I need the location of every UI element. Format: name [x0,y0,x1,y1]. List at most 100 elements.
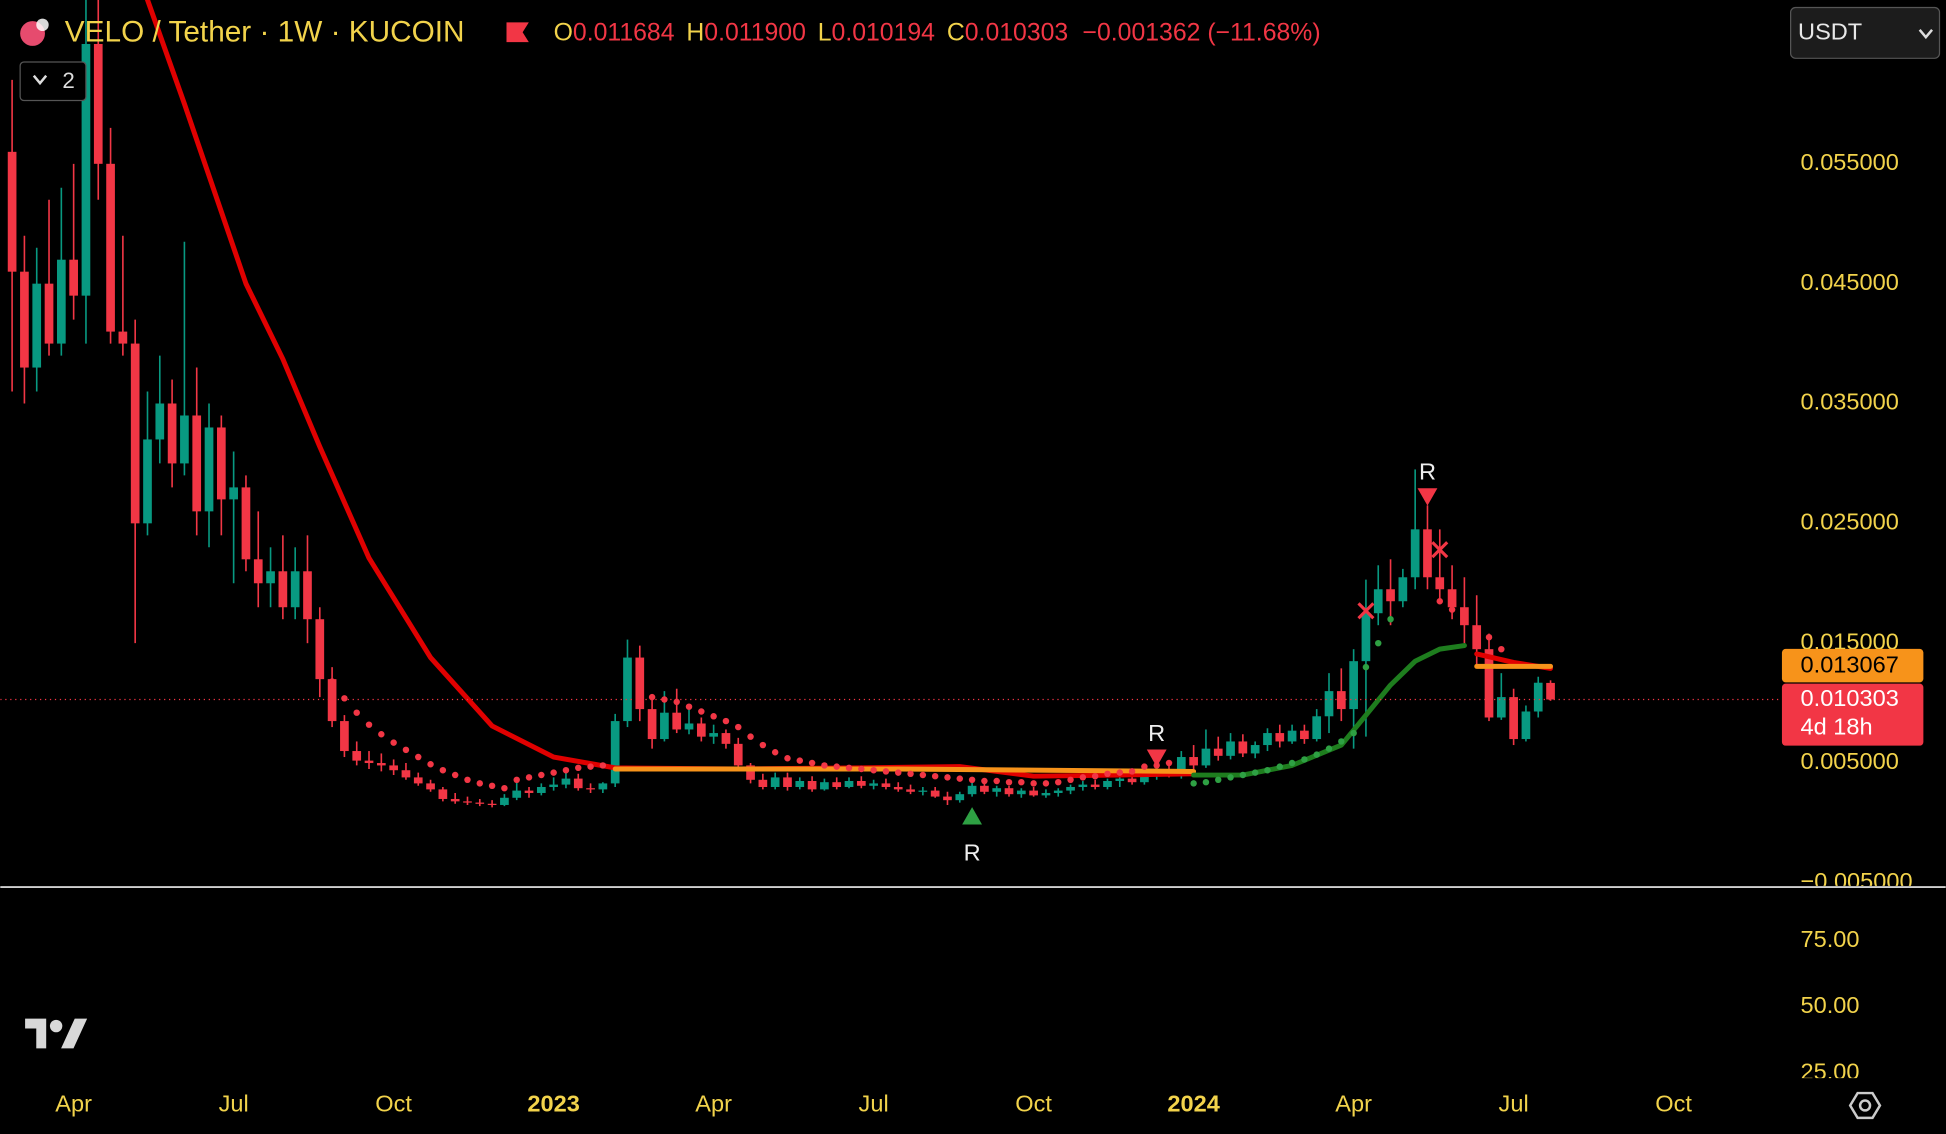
x-tick-label: Jul [219,1091,249,1117]
sar-dot [1301,756,1308,763]
candle-body [1484,649,1494,718]
candle-body [500,797,509,805]
tv-logo-dot [49,1019,63,1033]
sar-dot [538,771,545,779]
sar-dot [1264,766,1271,774]
indicators-toggle[interactable] [19,61,87,102]
sar-dot [365,721,373,728]
x-tick-label: 2023 [527,1091,579,1117]
candle-body [1386,589,1395,602]
candle-body [1361,613,1371,662]
currency-select[interactable] [1790,6,1941,59]
candle-body [1263,733,1272,746]
candle-body [856,780,866,786]
flag-icon[interactable] [506,22,529,43]
sar-dot [1042,780,1050,787]
moving-average-line [612,766,1197,774]
sar-dot [1387,615,1394,623]
sar-dot [907,770,914,778]
candle-body [1300,730,1309,740]
candle-body [561,778,571,785]
candle-body [610,721,620,784]
legend-value: 0.010303 [965,19,1068,46]
sar-dot [981,777,988,785]
candle-body [980,785,989,792]
x-tick-label: Oct [1015,1091,1052,1117]
candle-body [696,723,706,737]
candle-body [290,571,300,608]
candle-body [906,789,915,792]
sar-dot [1067,776,1074,784]
candle-body [1103,780,1112,787]
sar-dot [735,723,742,731]
sar-dot [882,768,890,775]
sar-dot [1091,772,1099,780]
candle-body [1533,682,1543,712]
candle-body [1312,716,1322,740]
sar-dot [1018,778,1025,786]
sar-dot [1436,598,1444,605]
ma-price-label: 0.013067 [1801,651,1899,677]
candle-body [376,763,386,766]
candle-body [81,43,91,296]
candle-body [1349,661,1358,710]
sar-dot [1079,774,1087,781]
tv-logo[interactable] [25,1018,88,1049]
candle-body [1226,741,1235,756]
candle-body [475,802,485,804]
ohlc-legend: O0.011684 H0.011900 L0.010194 C0.010303 … [554,19,1321,46]
candle-body [1189,757,1198,766]
sar-dot [648,693,656,701]
x-tick-label: Apr [1335,1091,1372,1117]
sar-dot [968,776,976,784]
candle-body [20,271,29,368]
legend-key: H [686,19,704,46]
sar-dot [1325,745,1333,752]
candle-body [536,786,546,793]
sar-dot [1005,778,1013,786]
sar-dot [956,775,964,782]
sar-dot [402,746,410,754]
candle-body [709,733,718,737]
candle-body [44,283,54,344]
candle-body [758,779,768,787]
sar-dot [1448,606,1456,613]
candle-body [524,790,534,793]
sar-dot [796,757,804,764]
candle-body [401,770,411,778]
x-tick-label: Oct [1655,1091,1692,1117]
chevron [1918,28,1934,40]
sar-dot [1288,759,1296,767]
settings-button[interactable] [1848,1091,1882,1120]
sar-dot [1030,780,1037,787]
oscillator-tick-label: 25.00 [1801,1058,1860,1084]
sar-dot [1276,763,1284,770]
cross-marker [1357,602,1375,620]
candle-body [1078,784,1088,787]
candle-body [647,709,657,740]
candle-body [1140,772,1149,783]
candle-body [1324,691,1334,717]
candle-body [684,723,694,730]
symbol-title[interactable]: VELO / Tether · 1W · KUCOIN [65,15,465,48]
legend-key: C [947,19,965,46]
candle-body [733,743,743,766]
candle-body [807,780,817,790]
sar-dot [845,764,853,772]
sar-dot [575,764,582,772]
y-tick-label: 0.045000 [1801,269,1899,295]
candle-body [783,777,792,787]
sar-dot [685,703,693,710]
sar-dot [1461,613,1468,621]
candle-body [1521,711,1531,740]
candle-body [1238,741,1248,754]
sar-dot [1141,763,1148,770]
sar-dot [1498,645,1505,653]
plot-area: R R R [0,0,1781,865]
candle-body [216,427,226,500]
sar-dot [1350,729,1357,737]
oscillator-tick-label: 75.00 [1801,926,1860,952]
ma-price-tag [1781,648,1924,683]
